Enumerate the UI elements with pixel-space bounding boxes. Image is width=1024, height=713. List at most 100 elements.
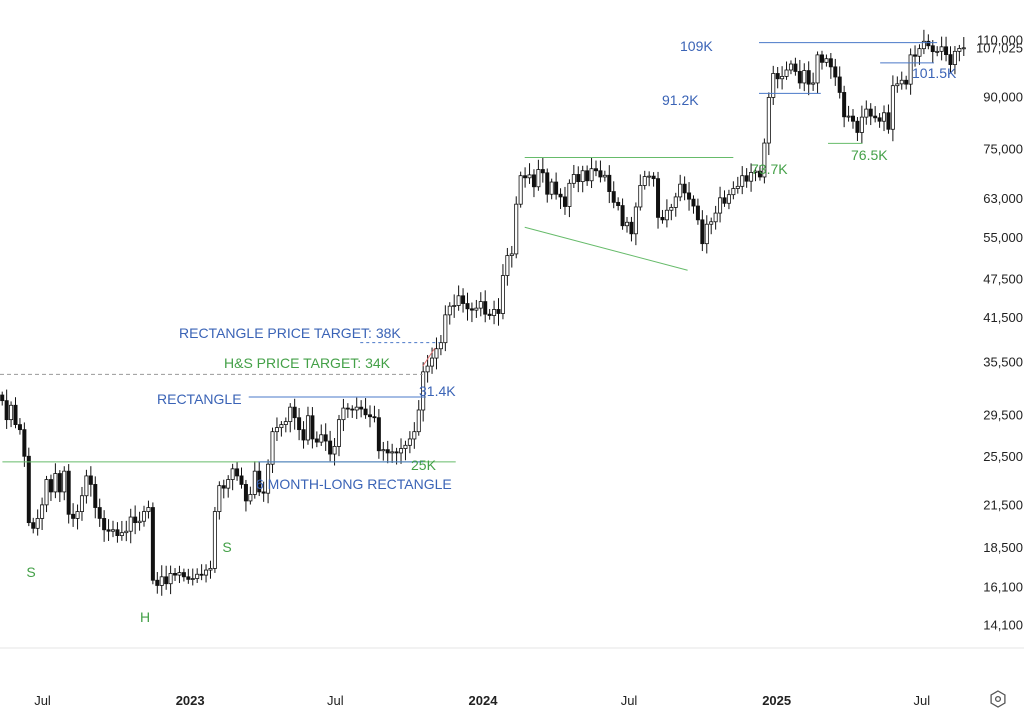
candle-body (438, 342, 443, 350)
candle-body (500, 275, 505, 314)
candle-body (833, 66, 838, 78)
candle-body (305, 415, 310, 441)
candle-body (133, 516, 138, 524)
candle-body (142, 511, 147, 522)
candle-body (186, 576, 191, 580)
gear-icon[interactable] (989, 690, 1007, 708)
candle-body (217, 485, 222, 512)
candle-body (204, 569, 209, 576)
candle-body (904, 79, 909, 85)
candle-body (935, 50, 940, 53)
candle-body (930, 45, 935, 53)
candle-body (886, 112, 891, 130)
candle-body (456, 295, 461, 306)
candle-body (390, 451, 395, 454)
hs-head-label: H (140, 609, 150, 625)
candle-body (642, 176, 647, 186)
candle-body (735, 185, 740, 189)
candle-body (766, 97, 771, 144)
candle-body (212, 511, 217, 569)
time-tick-label: Jul (34, 693, 51, 708)
candle-body (474, 307, 479, 311)
candle-body (961, 47, 966, 50)
candle-body (71, 513, 76, 519)
candle-body (664, 209, 669, 221)
candle-body (505, 255, 510, 276)
candle-body (110, 529, 115, 532)
rectangle-duration-label: 6 MONTH-LONG RECTANGLE (256, 476, 452, 492)
candle-body (797, 71, 802, 84)
candle-body (793, 63, 798, 72)
candle-body (740, 175, 745, 187)
candle-body (44, 479, 49, 506)
candle-body (669, 207, 674, 211)
candle-body (921, 40, 926, 50)
candle-body (514, 203, 519, 255)
candle-body (859, 116, 864, 133)
candle-body (523, 175, 528, 179)
candle-body (252, 470, 257, 495)
candle-body (319, 434, 324, 443)
candle-body (815, 54, 820, 84)
candle-body (168, 573, 173, 585)
candle-body (731, 188, 736, 196)
candle-body (372, 416, 377, 419)
small-range-value: 101.5K (912, 65, 957, 81)
candle-body (828, 58, 833, 68)
time-axis[interactable]: Jul 2023 Jul 2024 Jul 2025 Jul (34, 693, 930, 708)
candle-body (842, 92, 847, 118)
candle-body (722, 197, 727, 204)
candle-body (75, 511, 80, 519)
candle-body (620, 205, 625, 227)
candle-body (301, 429, 306, 441)
price-tick-label: 21,500 (983, 497, 1023, 512)
candle-body (394, 451, 399, 454)
range-bottom-value: 76.5K (851, 147, 888, 163)
candle-body (602, 174, 607, 178)
candle-body (749, 171, 754, 182)
candle-body (53, 473, 58, 493)
candle-body (846, 115, 851, 118)
candle-body (323, 434, 328, 442)
candle-body (882, 112, 887, 122)
candle-body (819, 54, 824, 63)
hs-price-target-label: H&S PRICE TARGET: 34K (224, 355, 391, 371)
candle-body (545, 172, 550, 195)
candle-body (177, 572, 182, 576)
candle-body (757, 170, 762, 178)
candle-body (607, 174, 612, 192)
candle-body (496, 309, 501, 314)
price-axis[interactable]: 14,100 16,100 18,500 21,500 25,500 29,500 35,5… (976, 0, 1023, 633)
candle-body (345, 407, 350, 410)
candle-body (66, 470, 71, 515)
candle-body (239, 475, 244, 485)
candle-body (22, 429, 27, 457)
candle-body (97, 507, 102, 519)
triangle-breakout-value: 73.7K (751, 161, 788, 177)
candle-body (181, 572, 186, 578)
candle-body (283, 421, 288, 426)
candle-body (341, 407, 346, 421)
candle-body (691, 198, 696, 207)
candle-body (115, 529, 120, 537)
candle-body (35, 518, 40, 529)
candle-body (775, 73, 780, 80)
candle-body (469, 308, 474, 311)
candle-body (359, 406, 364, 410)
candle-body (190, 578, 195, 580)
candle-body (540, 169, 545, 174)
candle-body (567, 182, 572, 207)
candle-body (580, 170, 585, 183)
candle-body (509, 253, 514, 256)
candle-body (461, 295, 466, 304)
candle-body (562, 196, 567, 207)
time-tick-label: Jul (327, 693, 344, 708)
candle-body (106, 529, 111, 532)
candle-body (762, 142, 767, 178)
time-tick-label: 2024 (469, 693, 499, 708)
candle-body (527, 174, 532, 179)
candle-body (199, 573, 204, 576)
candle-body (487, 313, 492, 316)
candle-body (483, 301, 488, 315)
